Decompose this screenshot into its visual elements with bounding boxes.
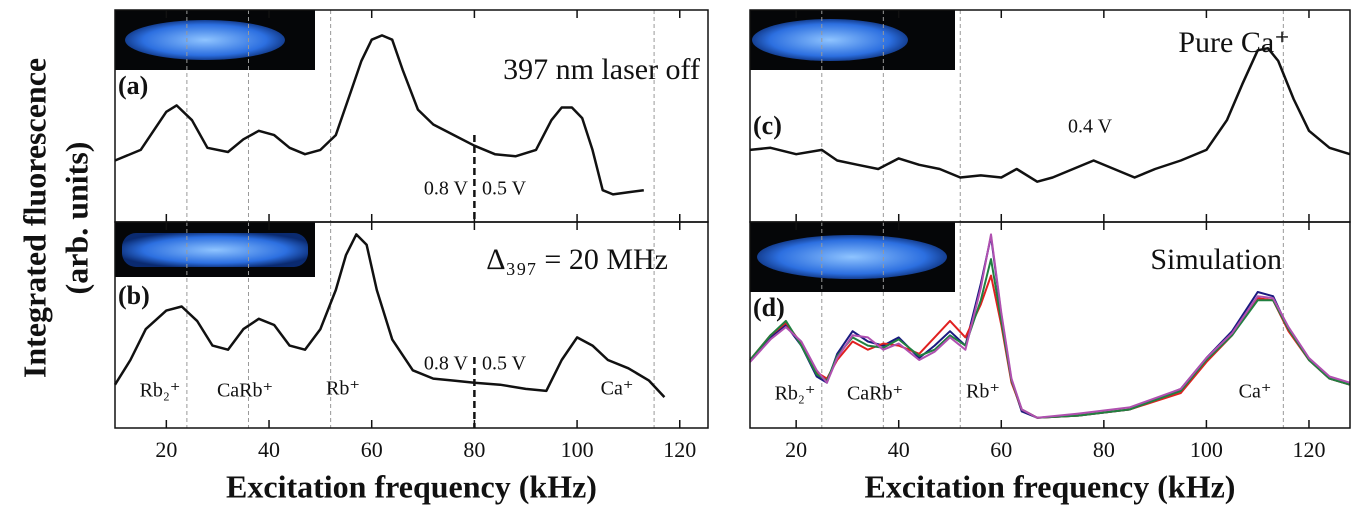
x-tick-label: 60 bbox=[990, 437, 1012, 462]
panel-title: Simulation bbox=[1150, 243, 1282, 276]
x-tick-label: 120 bbox=[1292, 437, 1325, 462]
x-label: Excitation frequency (kHz) bbox=[226, 468, 597, 504]
series-line bbox=[113, 233, 666, 398]
x-tick-label: 80 bbox=[463, 437, 485, 462]
x-tick-label: 100 bbox=[561, 437, 594, 462]
x-tick-label: 20 bbox=[155, 437, 177, 462]
peak-label: Rb₂⁺ bbox=[775, 383, 816, 405]
x-tick-label: 80 bbox=[1093, 437, 1115, 462]
annotation: 0.8 V bbox=[424, 178, 469, 200]
annotation: 0.4 V bbox=[1068, 116, 1113, 138]
peak-label: Rb⁺ bbox=[326, 378, 360, 400]
series-line bbox=[114, 34, 644, 196]
series-line bbox=[749, 46, 1351, 183]
peak-label: CaRb⁺ bbox=[847, 383, 903, 405]
ion-crystal bbox=[757, 235, 947, 279]
panel-label: (a) bbox=[118, 71, 148, 100]
ion-crystal bbox=[122, 233, 308, 267]
peak-label: Ca⁺ bbox=[601, 378, 634, 400]
x-tick-label: 60 bbox=[361, 437, 383, 462]
panel-title: Pure Ca⁺ bbox=[1178, 26, 1290, 59]
x-tick-label: 40 bbox=[258, 437, 280, 462]
peak-label: Rb₂⁺ bbox=[140, 380, 181, 402]
x-tick-label: 120 bbox=[663, 437, 696, 462]
peak-label: Ca⁺ bbox=[1239, 381, 1272, 403]
ion-crystal bbox=[125, 20, 285, 60]
peak-label: CaRb⁺ bbox=[217, 380, 273, 402]
x-tick-label: 40 bbox=[888, 437, 910, 462]
annotation: 0.5 V bbox=[482, 178, 527, 200]
series-line bbox=[749, 233, 1351, 419]
x-tick-label: 20 bbox=[785, 437, 807, 462]
panel-label: (b) bbox=[118, 281, 150, 310]
y-label: (arb. units) bbox=[58, 142, 94, 295]
panel-title: 397 nm laser off bbox=[503, 53, 700, 86]
annotation: 0.5 V bbox=[482, 353, 527, 375]
panel-label: (d) bbox=[753, 293, 785, 322]
x-label: Excitation frequency (kHz) bbox=[865, 468, 1236, 504]
ion-images bbox=[115, 10, 955, 292]
annotation: 0.8 V bbox=[424, 353, 469, 375]
plot-frame bbox=[749, 221, 1351, 429]
x-tick-label: 100 bbox=[1190, 437, 1223, 462]
y-label: Integrated fluorescence bbox=[16, 58, 52, 378]
ion-crystal bbox=[752, 19, 908, 61]
panel-label: (c) bbox=[753, 111, 782, 140]
plot-frame bbox=[114, 221, 709, 429]
peak-label: Rb⁺ bbox=[966, 381, 1000, 403]
panel-title: Δ₃₉₇ = 20 MHz bbox=[486, 243, 668, 276]
